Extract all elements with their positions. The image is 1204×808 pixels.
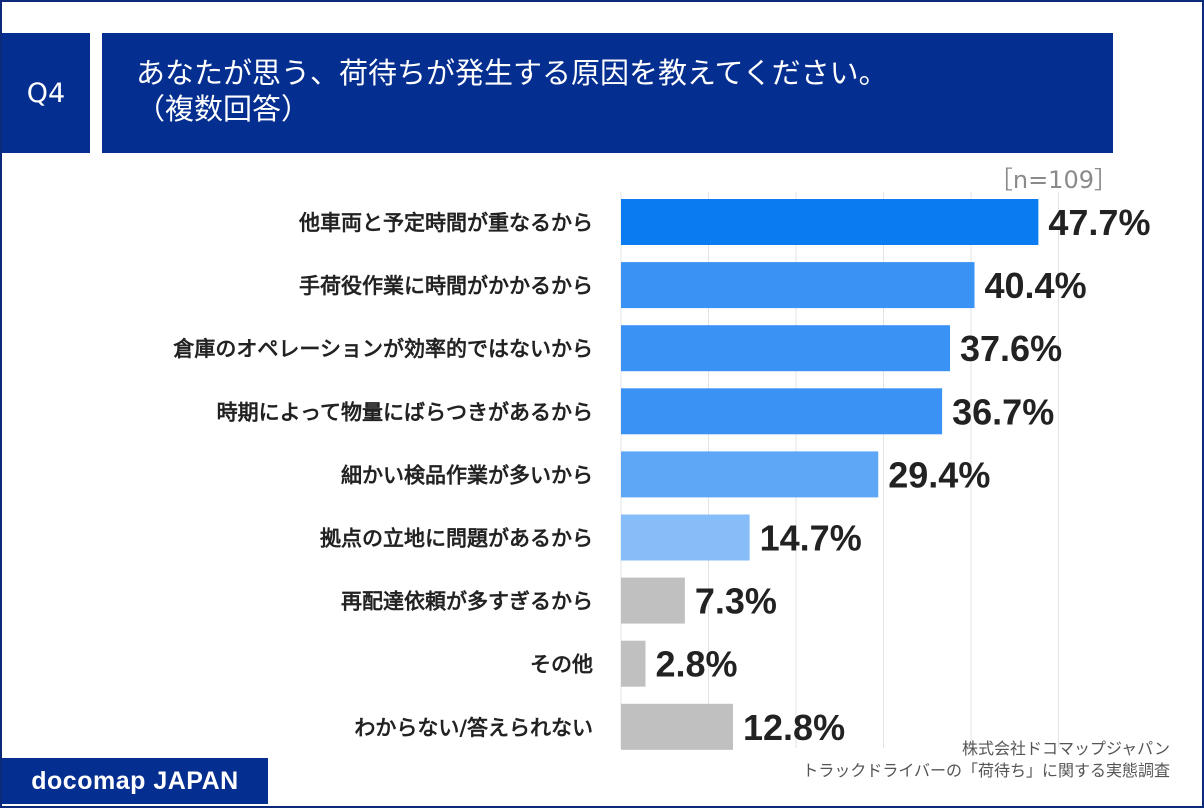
category-label: 拠点の立地に問題があるから bbox=[320, 527, 593, 551]
bar bbox=[621, 199, 1039, 245]
value-label: 37.6% bbox=[960, 328, 1062, 369]
source-line1: 株式会社ドコマップジャパン bbox=[961, 739, 1170, 758]
category-label: 細かい検品作業が多いから bbox=[341, 463, 593, 487]
category-label: 他車両と予定時間が重なるから bbox=[298, 211, 593, 235]
bar bbox=[621, 514, 750, 561]
question-title: あなたが思う、荷待ちが発生する原因を教えてください。 （複数回答） bbox=[102, 33, 1113, 153]
bar bbox=[621, 640, 646, 687]
source-note: 株式会社ドコマップジャパン トラックドライバーの「荷待ち」に関する実態調査 bbox=[802, 738, 1170, 782]
value-label: 14.7% bbox=[760, 518, 862, 559]
value-label: 36.7% bbox=[952, 391, 1054, 432]
value-label: 47.7% bbox=[1048, 202, 1150, 243]
source-line2: トラックドライバーの「荷待ち」に関する実態調査 bbox=[802, 761, 1170, 780]
category-label: 時期によって物量にばらつきがあるから bbox=[217, 400, 593, 424]
question-number: Q4 bbox=[2, 33, 90, 153]
category-label: 再配達依頼が多すぎるから bbox=[341, 590, 593, 614]
sample-size-label: ［n=109］ bbox=[988, 166, 1118, 194]
bar bbox=[621, 703, 733, 750]
question-title-line2: （複数回答） bbox=[136, 92, 311, 126]
category-label: その他 bbox=[530, 653, 593, 677]
category-label: 手荷役作業に時間がかかるから bbox=[299, 274, 593, 298]
value-label: 7.3% bbox=[695, 581, 777, 622]
brand-logo: docomap JAPAN bbox=[2, 758, 268, 804]
category-label: わからない/答えられない bbox=[354, 716, 593, 740]
value-label: 29.4% bbox=[888, 454, 990, 495]
value-label: 2.8% bbox=[656, 644, 738, 685]
bar bbox=[621, 577, 685, 624]
bar bbox=[621, 325, 950, 372]
value-label: 40.4% bbox=[985, 265, 1087, 306]
category-label: 倉庫のオペレーションが効率的ではないから bbox=[172, 337, 593, 361]
bar bbox=[621, 388, 943, 435]
bar bbox=[621, 262, 975, 309]
question-title-line1: あなたが思う、荷待ちが発生する原因を教えてください。 bbox=[136, 56, 888, 90]
bar bbox=[621, 451, 879, 498]
value-label: 12.8% bbox=[743, 707, 845, 748]
